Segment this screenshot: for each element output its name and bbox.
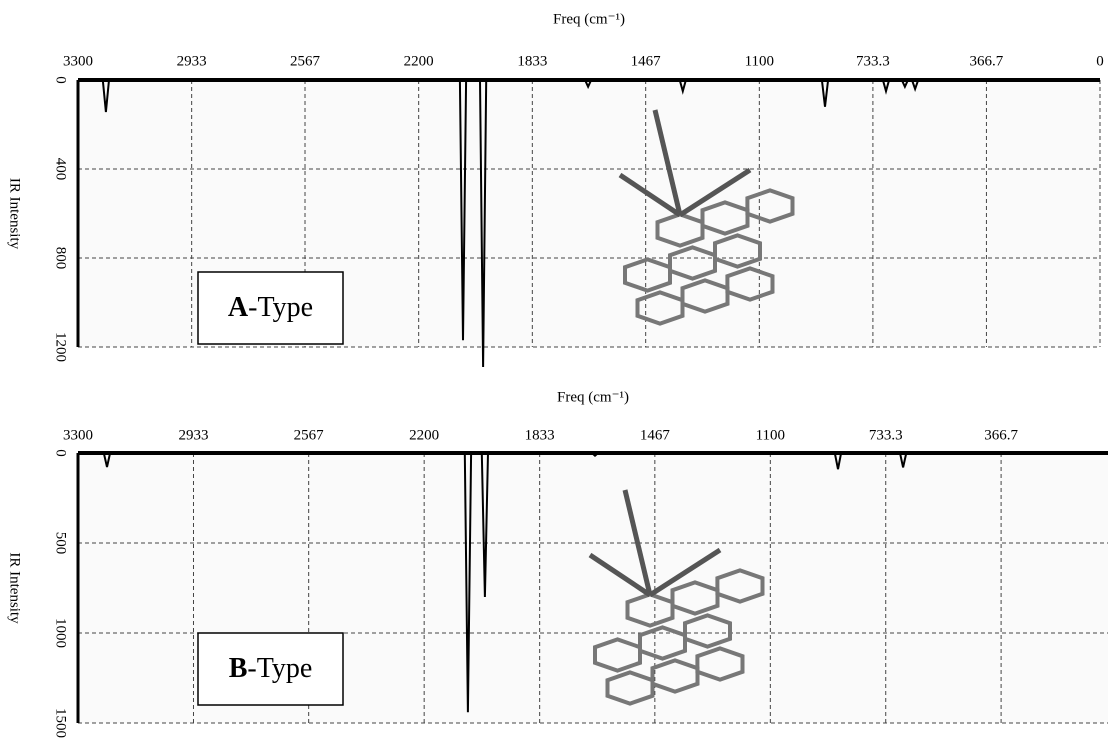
y-tick-label: 1200 [53,332,69,362]
x-tick-label: 2933 [177,53,207,69]
x-tick-label: 1833 [525,427,555,443]
y-tick-label: 1000 [53,618,69,648]
x-tick-label: 1100 [745,53,774,69]
x-axis-label: Freq (cm⁻¹) [557,389,629,405]
x-tick-label: 733.3 [856,53,890,69]
x-tick-label: 0 [1096,53,1104,69]
x-tick-label: 733.3 [869,427,903,443]
y-tick-label: 400 [53,158,69,181]
x-tick-label: 3300 [63,427,93,443]
annotation: B-Type [229,653,313,684]
x-tick-label: 2567 [294,427,325,443]
y-axis-label: IR Intensity [7,552,23,624]
chart: Freq (cm⁻¹) IR Intensity 3300 2933 2567 2200 1… [0,0,1108,738]
x-tick-label: 2200 [409,427,439,443]
y-tick-label: 500 [53,532,69,555]
x-tick-label: 2200 [404,53,434,69]
x-tick-label: 1100 [756,427,785,443]
x-tick-label: 1467 [631,53,662,69]
annotation: A-Type [228,292,313,323]
x-axis-label: Freq (cm⁻¹) [553,11,625,27]
x-tick-label: 366.7 [970,53,1004,69]
x-tick-label: 2567 [290,53,321,69]
y-tick-label: 0 [53,449,69,457]
x-tick-label: 366.7 [984,427,1018,443]
x-tick-label: 3300 [63,53,93,69]
x-tick-label: 2933 [178,427,208,443]
y-tick-label: 1500 [53,708,69,738]
y-axis-label: IR Intensity [7,178,23,250]
x-tick-label: 1467 [640,427,671,443]
y-tick-label: 0 [53,76,69,84]
y-tick-label: 800 [53,247,69,270]
x-tick-label: 1833 [517,53,547,69]
